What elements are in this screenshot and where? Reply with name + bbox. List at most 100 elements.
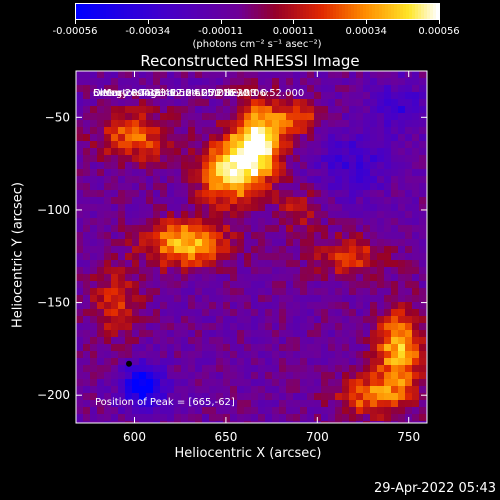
heatmap-cell xyxy=(216,246,223,253)
heatmap-cell xyxy=(279,316,286,323)
colorbar-segment xyxy=(360,4,364,19)
heatmap-cell xyxy=(405,197,412,204)
heatmap-cell xyxy=(153,267,160,274)
heatmap-cell xyxy=(384,71,391,78)
heatmap-cell xyxy=(132,218,139,225)
heatmap-cell xyxy=(398,288,405,295)
heatmap-cell xyxy=(97,169,104,176)
heatmap-cell xyxy=(118,85,125,92)
heatmap-cell xyxy=(181,197,188,204)
heatmap-cell xyxy=(118,141,125,148)
heatmap-cell xyxy=(132,260,139,267)
heatmap-cell xyxy=(216,239,223,246)
heatmap-cell xyxy=(384,302,391,309)
heatmap-cell xyxy=(251,162,258,169)
heatmap-cell xyxy=(216,372,223,379)
heatmap-cell xyxy=(300,71,307,78)
heatmap-cell xyxy=(405,113,412,120)
heatmap-cell xyxy=(139,78,146,85)
heatmap-cell xyxy=(321,162,328,169)
heatmap-cell xyxy=(104,148,111,155)
heatmap-cell xyxy=(195,323,202,330)
heatmap-cell xyxy=(405,127,412,134)
heatmap-cell xyxy=(398,372,405,379)
heatmap-cell xyxy=(90,176,97,183)
heatmap-cell xyxy=(398,113,405,120)
heatmap-cell xyxy=(314,330,321,337)
heatmap-cell xyxy=(398,232,405,239)
heatmap-cell xyxy=(286,302,293,309)
heatmap-cell xyxy=(181,183,188,190)
heatmap-cell xyxy=(265,400,272,407)
heatmap-cell xyxy=(174,288,181,295)
heatmap-cell xyxy=(286,71,293,78)
heatmap-cell xyxy=(307,120,314,127)
heatmap-cell xyxy=(328,372,335,379)
heatmap-cell xyxy=(384,169,391,176)
heatmap-cell xyxy=(188,176,195,183)
info-clean: Clean Total counts: 5.21E+03 xyxy=(93,88,257,99)
heatmap-cell xyxy=(195,148,202,155)
heatmap-cell xyxy=(279,337,286,344)
heatmap-cell xyxy=(370,309,377,316)
heatmap-cell xyxy=(384,197,391,204)
heatmap-cell xyxy=(83,386,90,393)
heatmap-cell xyxy=(300,260,307,267)
heatmap-cell xyxy=(286,183,293,190)
heatmap-cell xyxy=(370,337,377,344)
heatmap-cell xyxy=(419,134,426,141)
heatmap-cell xyxy=(293,358,300,365)
heatmap-cell xyxy=(328,239,335,246)
heatmap-cell xyxy=(118,407,125,414)
heatmap-cell xyxy=(83,309,90,316)
heatmap-cell xyxy=(139,162,146,169)
heatmap-cell xyxy=(314,337,321,344)
heatmap-cell xyxy=(342,113,349,120)
heatmap-cell xyxy=(356,414,363,421)
heatmap-cell xyxy=(258,162,265,169)
heatmap-cell xyxy=(118,337,125,344)
heatmap-cell xyxy=(146,344,153,351)
heatmap-cell xyxy=(167,183,174,190)
heatmap-cell xyxy=(293,330,300,337)
colorbar-segment xyxy=(402,4,407,19)
heatmap-cell xyxy=(160,218,167,225)
heatmap-cell xyxy=(146,183,153,190)
heatmap-cell xyxy=(293,421,300,423)
heatmap-cell xyxy=(405,337,412,344)
heatmap-cell xyxy=(293,204,300,211)
heatmap-cell xyxy=(111,197,118,204)
heatmap-cell xyxy=(230,323,237,330)
heatmap-cell xyxy=(167,134,174,141)
heatmap-cell xyxy=(118,127,125,134)
heatmap-cell xyxy=(83,239,90,246)
colorbar-segment xyxy=(91,4,95,19)
heatmap-cell xyxy=(90,141,97,148)
heatmap-cell xyxy=(419,71,426,78)
heatmap-cell xyxy=(251,99,258,106)
heatmap-cell xyxy=(286,134,293,141)
colorbar-segment xyxy=(169,4,174,19)
heatmap-cell xyxy=(349,316,356,323)
heatmap-cell xyxy=(321,211,328,218)
heatmap-cell xyxy=(328,169,335,176)
heatmap-cell xyxy=(391,120,398,127)
heatmap-cell xyxy=(146,386,153,393)
heatmap-cell xyxy=(153,351,160,358)
heatmap-cell xyxy=(111,337,118,344)
heatmap-cell xyxy=(244,141,251,148)
colorbar-segment xyxy=(305,4,310,19)
heatmap-cell xyxy=(118,211,125,218)
heatmap-cell xyxy=(272,169,279,176)
heatmap-cell xyxy=(230,204,237,211)
heatmap-cell xyxy=(307,400,314,407)
heatmap-cell xyxy=(237,218,244,225)
heatmap-cell xyxy=(195,274,202,281)
heatmap-cell xyxy=(132,232,139,239)
heatmap-cell xyxy=(118,106,125,113)
heatmap-cell xyxy=(181,351,188,358)
heatmap-cell xyxy=(223,99,230,106)
heatmap-cell xyxy=(188,218,195,225)
heatmap-cell xyxy=(405,260,412,267)
heatmap-cell xyxy=(237,190,244,197)
